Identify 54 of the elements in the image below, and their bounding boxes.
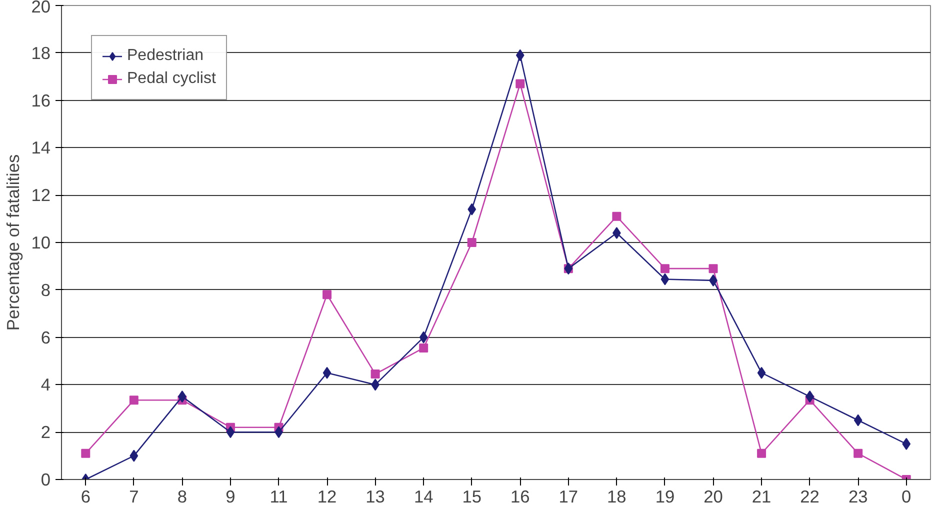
x-tick-label: 0: [902, 486, 912, 506]
point: [130, 450, 138, 462]
point: [516, 49, 524, 62]
point: [322, 366, 332, 379]
x-tick-label: 17: [558, 486, 578, 506]
y-axis-title: Percentage of fatalities: [3, 154, 24, 331]
point: [419, 331, 428, 344]
y-tick-label: 0: [40, 470, 51, 490]
point: [226, 426, 235, 438]
x-tick-label: 16: [510, 486, 530, 506]
point: [129, 396, 138, 405]
x-tick-label: 14: [414, 486, 434, 506]
legend-label: Pedestrian: [127, 47, 204, 65]
x-tick-label: 20: [704, 486, 723, 506]
y-tick-label: 6: [40, 327, 51, 348]
point: [468, 203, 476, 216]
y-tick-label: 8: [40, 280, 51, 300]
x-tick-label: 6: [80, 486, 90, 506]
point: [757, 366, 766, 379]
x-tick-label: 9: [226, 486, 236, 506]
x-tick-label: 11: [270, 486, 288, 506]
legend-label: Pedal cyclist: [127, 70, 216, 88]
point: [854, 448, 863, 458]
x-tick-label: 19: [655, 486, 675, 506]
point: [612, 212, 622, 221]
y-tick-label: 4: [40, 374, 51, 395]
x-tick-label: 22: [800, 486, 820, 506]
point: [419, 343, 428, 352]
y-tick-label: 12: [31, 185, 51, 206]
x-tick-label: 23: [848, 486, 868, 506]
point: [854, 414, 862, 426]
point: [322, 290, 332, 300]
x-tick-label: 13: [366, 486, 385, 506]
point: [660, 273, 670, 286]
y-tick-label: 10: [31, 232, 51, 252]
point: [757, 448, 766, 458]
x-tick-label: 15: [462, 486, 482, 506]
x-tick-label: 7: [129, 486, 139, 506]
y-tick-label: 18: [31, 42, 51, 63]
x-tick-label: 12: [317, 486, 337, 506]
x-tick-label: 21: [752, 486, 772, 506]
point: [467, 238, 476, 247]
point: [516, 79, 525, 88]
point: [708, 264, 718, 274]
y-tick-label: 14: [31, 138, 51, 158]
point: [81, 448, 90, 458]
x-tick-label: 8: [177, 486, 188, 506]
y-tick-label: 2: [40, 422, 51, 442]
x-tick-label: 18: [607, 486, 626, 506]
y-tick-label: 20: [31, 0, 51, 16]
y-tick-label: 16: [31, 90, 51, 110]
point: [370, 370, 380, 379]
point: [902, 438, 911, 450]
point: [660, 264, 670, 274]
